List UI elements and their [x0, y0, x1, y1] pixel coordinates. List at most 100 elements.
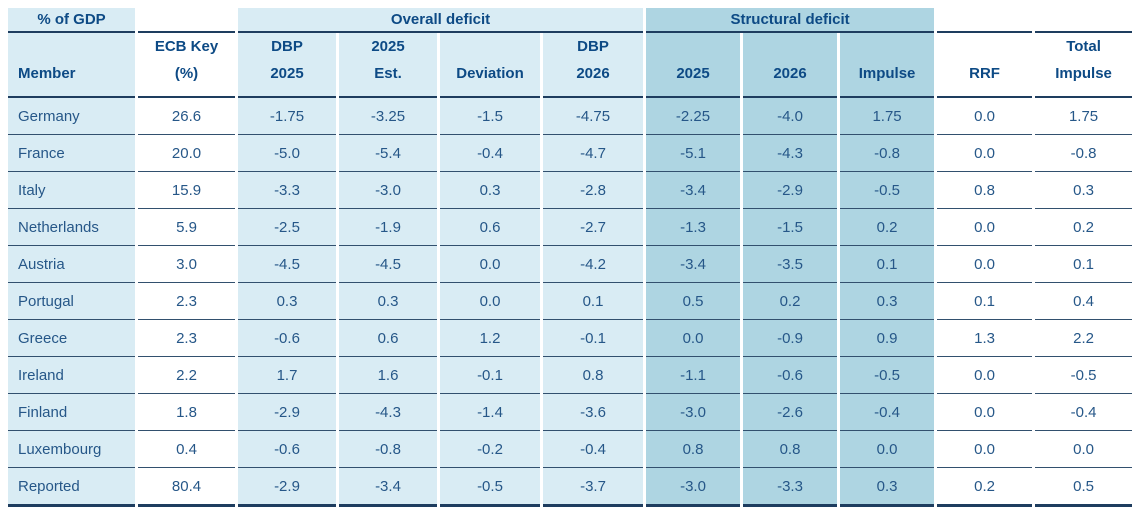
- value-cell: -2.5: [238, 209, 336, 246]
- value-cell: -1.9: [339, 209, 437, 246]
- table-row: France 20.0 -5.0 -5.4 -0.4 -4.7 -5.1 -4.3 -0.8 0.…: [8, 135, 1133, 172]
- value-cell: -0.6: [743, 357, 838, 394]
- value-cell: 0.3: [1035, 172, 1133, 209]
- value-cell: -0.5: [440, 468, 540, 507]
- value-cell: -0.4: [440, 135, 540, 172]
- value-cell: -3.5: [743, 246, 838, 283]
- col-header-ecb-key: ECB Key (%): [138, 33, 235, 98]
- value-cell: 0.6: [440, 209, 540, 246]
- value-cell: 0.0: [937, 246, 1033, 283]
- value-cell: -2.7: [543, 209, 644, 246]
- table-row: Netherlands 5.9 -2.5 -1.9 0.6 -2.7 -1.3 -1.5 0.2…: [8, 209, 1133, 246]
- value-cell: -0.1: [543, 320, 644, 357]
- value-cell: -3.6: [543, 394, 644, 431]
- value-cell: 1.3: [937, 320, 1033, 357]
- value-cell: 0.1: [937, 283, 1033, 320]
- col-header-dbp-2025: DBP 2025: [238, 33, 336, 98]
- value-cell: -0.6: [238, 431, 336, 468]
- value-cell: -0.8: [339, 431, 437, 468]
- value-cell: 5.9: [138, 209, 235, 246]
- value-cell: -2.25: [646, 98, 741, 135]
- header-spacer: [1035, 8, 1133, 33]
- value-cell: 2.2: [138, 357, 235, 394]
- value-cell: 0.0: [937, 357, 1033, 394]
- value-cell: -1.1: [646, 357, 741, 394]
- value-cell: 0.2: [743, 283, 838, 320]
- value-cell: -4.0: [743, 98, 838, 135]
- value-cell: -2.9: [238, 468, 336, 507]
- value-cell: 0.0: [440, 283, 540, 320]
- value-cell: -3.4: [646, 246, 741, 283]
- value-cell: -0.1: [440, 357, 540, 394]
- value-cell: -4.5: [339, 246, 437, 283]
- value-cell: 0.8: [646, 431, 741, 468]
- value-cell: -2.6: [743, 394, 838, 431]
- value-cell: -2.9: [238, 394, 336, 431]
- value-cell: 0.0: [937, 431, 1033, 468]
- header-spacer: [937, 8, 1033, 33]
- group-header-row: % of GDP Overall deficit Structural defi…: [8, 8, 1133, 33]
- column-header-row: Member ECB Key (%) DBP 2025 2025 Est. De…: [8, 33, 1133, 98]
- value-cell: 0.0: [937, 98, 1033, 135]
- value-cell: 0.5: [1035, 468, 1133, 507]
- value-cell: -3.0: [646, 394, 741, 431]
- value-cell: -4.7: [543, 135, 644, 172]
- value-cell: -4.2: [543, 246, 644, 283]
- value-cell: 0.5: [646, 283, 741, 320]
- col-header-2025-est: 2025 Est.: [339, 33, 437, 98]
- value-cell: -4.3: [339, 394, 437, 431]
- unit-label: % of GDP: [8, 8, 135, 33]
- value-cell: -0.4: [840, 394, 935, 431]
- value-cell: -0.2: [440, 431, 540, 468]
- value-cell: 3.0: [138, 246, 235, 283]
- table-row: Germany 26.6 -1.75 -3.25 -1.5 -4.75 -2.25 -4.0 1…: [8, 98, 1133, 135]
- value-cell: 80.4: [138, 468, 235, 507]
- table-row: Ireland 2.2 1.7 1.6 -0.1 0.8 -1.1 -0.6 -0.5 0.0 -0…: [8, 357, 1133, 394]
- value-cell: 0.2: [840, 209, 935, 246]
- value-cell: -0.5: [1035, 357, 1133, 394]
- value-cell: 0.0: [440, 246, 540, 283]
- value-cell: 2.3: [138, 283, 235, 320]
- value-cell: -2.9: [743, 172, 838, 209]
- value-cell: -0.8: [840, 135, 935, 172]
- value-cell: -0.5: [840, 357, 935, 394]
- value-cell: -3.25: [339, 98, 437, 135]
- value-cell: 0.3: [840, 283, 935, 320]
- table-body: Germany 26.6 -1.75 -3.25 -1.5 -4.75 -2.25 -4.0 1…: [8, 98, 1133, 507]
- member-cell: Austria: [8, 246, 135, 283]
- member-cell: Reported: [8, 468, 135, 507]
- value-cell: -0.9: [743, 320, 838, 357]
- table-row: Finland 1.8 -2.9 -4.3 -1.4 -3.6 -3.0 -2.6 -0.4 0.…: [8, 394, 1133, 431]
- value-cell: -5.4: [339, 135, 437, 172]
- fiscal-table-page: % of GDP Overall deficit Structural defi…: [5, 8, 1135, 507]
- value-cell: -3.4: [646, 172, 741, 209]
- col-header-rrf: RRF: [937, 33, 1033, 98]
- value-cell: 2.2: [1035, 320, 1133, 357]
- value-cell: -0.4: [543, 431, 644, 468]
- member-cell: Netherlands: [8, 209, 135, 246]
- fiscal-table: % of GDP Overall deficit Structural defi…: [5, 8, 1135, 507]
- member-cell: Germany: [8, 98, 135, 135]
- member-cell: Finland: [8, 394, 135, 431]
- value-cell: -5.1: [646, 135, 741, 172]
- value-cell: 26.6: [138, 98, 235, 135]
- value-cell: 0.8: [743, 431, 838, 468]
- value-cell: -4.5: [238, 246, 336, 283]
- value-cell: -0.6: [238, 320, 336, 357]
- value-cell: 0.4: [1035, 283, 1133, 320]
- value-cell: 0.0: [840, 431, 935, 468]
- value-cell: 0.3: [440, 172, 540, 209]
- col-header-dbp-2026: DBP 2026: [543, 33, 644, 98]
- value-cell: 0.0: [937, 394, 1033, 431]
- value-cell: 0.3: [339, 283, 437, 320]
- value-cell: -2.8: [543, 172, 644, 209]
- value-cell: 20.0: [138, 135, 235, 172]
- member-cell: Ireland: [8, 357, 135, 394]
- value-cell: 0.1: [543, 283, 644, 320]
- col-header-structural-2025: 2025: [646, 33, 741, 98]
- value-cell: 0.0: [1035, 431, 1133, 468]
- member-cell: Greece: [8, 320, 135, 357]
- value-cell: -3.3: [238, 172, 336, 209]
- value-cell: 0.1: [840, 246, 935, 283]
- value-cell: 0.2: [1035, 209, 1133, 246]
